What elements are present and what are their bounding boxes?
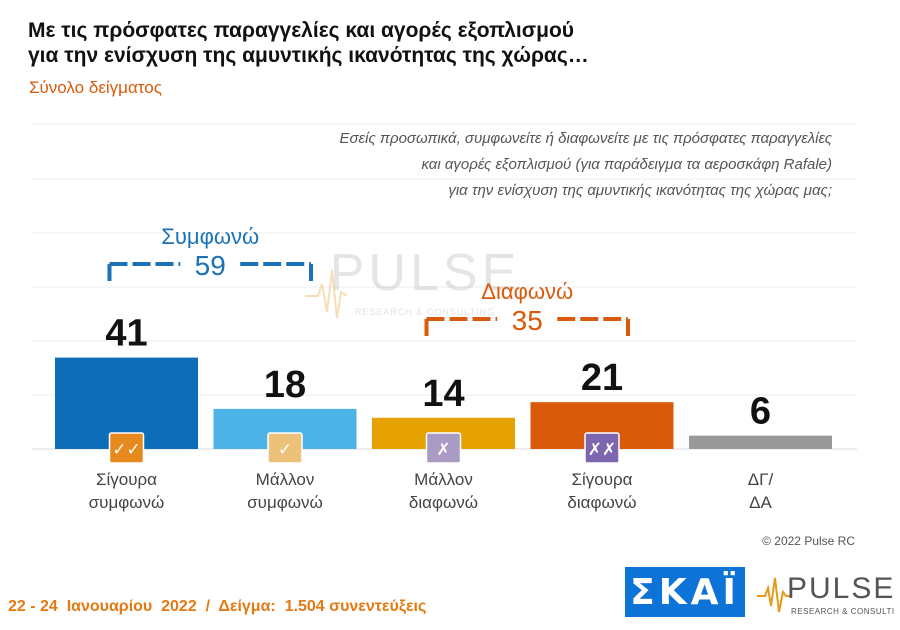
category-label: Σίγουρα [96,470,157,489]
group-total: 59 [195,250,226,281]
question-line-3: για την ενίσχυση της αμυντικής ικανότητα… [448,182,832,199]
double-check-icon: ✓✓ [112,440,141,460]
category-label: ΔΓ/ [748,470,774,489]
group-label: Διαφωνώ [481,279,573,304]
copyright-note: © 2022 Pulse RC [762,534,855,548]
skai-logo: ΣΚΑΪ [625,567,745,617]
check-icon: ✓ [278,440,292,460]
category-label: διαφωνώ [567,493,636,512]
pulse-wave-icon [757,577,791,613]
data-label: 6 [750,391,771,433]
chart-subtitle: Σύνολο δείγματος [29,78,162,97]
bar [689,435,832,449]
pulse-logo-tagline: RESEARCH & CONSULTING [791,607,895,616]
category-label: Μάλλον [256,470,315,489]
category-label: διαφωνώ [409,493,478,512]
category-label: ΔΑ [749,493,772,512]
pulse-logo-text: PULSE [787,572,895,605]
category-label: Σίγουρα [571,470,632,489]
question-line-1: Εσείς προσωπικά, συμφωνείτε ή διαφωνείτε… [339,130,833,147]
cross-icon: ✗ [436,440,450,460]
watermark-wave-icon [305,269,348,319]
pulse-watermark-tagline: RESEARCH & CONSULTING [355,307,495,317]
data-label: 41 [105,313,147,355]
title-line-1: Με τις πρόσφατες παραγγελίες και αγορές … [28,19,575,42]
survey-question: Εσείς προσωπικά, συμφωνείτε ή διαφωνείτε… [192,126,833,204]
icon-badge [584,432,620,464]
icon-badge [425,432,462,464]
category-label: συμφωνώ [247,493,323,512]
group-total: 35 [512,305,543,336]
category-label: Μάλλον [414,470,473,489]
data-label: 14 [422,373,464,415]
group-label: Συμφωνώ [161,224,259,249]
question-line-2: και αγορές εξοπλισμού (για παράδειγμα τα… [421,156,832,173]
survey-footer: 22 - 24 Ιανουαρίου 2022 / Δείγμα: 1.504 … [8,598,427,615]
icon-badge [108,432,145,464]
icon-badge [267,432,303,464]
pulse-logo: PULSE RESEARCH & CONSULTING [757,572,895,616]
pulse-watermark: PULSE [330,244,521,302]
data-label: 18 [264,364,306,406]
data-label: 21 [581,357,623,399]
double-cross-icon: ✗✗ [588,440,617,460]
title-line-2: για την ενίσχυση της αμυντικής ικανότητα… [28,44,589,67]
category-label: συμφωνώ [89,493,165,512]
chart-title: Με τις πρόσφατες παραγγελίες και αγορές … [28,18,589,68]
